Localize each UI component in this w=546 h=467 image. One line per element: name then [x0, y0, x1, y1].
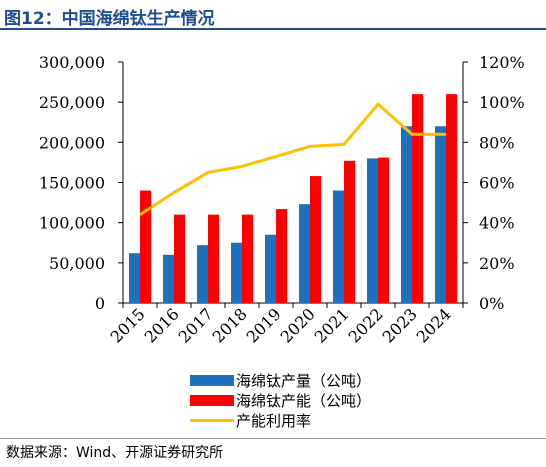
bar-capacity: [310, 176, 321, 303]
y-right-tick-label: 40%: [479, 214, 515, 233]
x-tick-label: 2022: [345, 304, 387, 346]
legend-item-utilization: 产能利用率: [190, 410, 371, 430]
bar-output: [333, 190, 344, 303]
bar-capacity: [344, 160, 355, 303]
title-divider: [0, 28, 546, 30]
x-tick-label: 2017: [175, 304, 217, 346]
bar-output: [197, 245, 208, 303]
x-tick-label: 2023: [379, 304, 421, 346]
bar-capacity: [378, 157, 389, 303]
x-tick-label: 2018: [209, 304, 251, 346]
x-tick-label: 2021: [311, 304, 353, 346]
bar-output: [231, 242, 242, 303]
bar-output: [299, 204, 310, 303]
figure-title: 图12：中国海绵钛生产情况: [4, 9, 215, 29]
legend-swatch-utilization: [190, 418, 234, 422]
legend-swatch-output: [190, 374, 234, 386]
bar-output: [435, 126, 446, 304]
bar-output: [265, 234, 276, 303]
x-tick-label: 2020: [277, 304, 319, 346]
bar-capacity: [242, 214, 253, 303]
x-tick-label: 2024: [413, 304, 455, 346]
y-left-tick-label: 250,000: [39, 93, 105, 112]
bar-output: [163, 254, 174, 303]
x-tick-label: 2015: [107, 304, 149, 346]
y-right-tick-label: 20%: [479, 254, 515, 273]
bar-output: [401, 126, 412, 304]
line-utilization: [139, 102, 446, 216]
y-right-tick-label: 120%: [479, 53, 525, 72]
legend: 海绵钛产量（公吨） 海绵钛产能（公吨） 产能利用率: [190, 370, 371, 430]
y-right-tick-label: 60%: [479, 174, 515, 193]
y-left-tick-label: 50,000: [49, 254, 105, 273]
x-tick-label: 2019: [243, 304, 285, 346]
y-right-tick-label: 0%: [479, 294, 504, 313]
bar-capacity: [174, 214, 185, 303]
bar-capacity: [140, 190, 151, 303]
bar-capacity: [208, 214, 219, 303]
x-tick-label: 2016: [141, 304, 183, 346]
y-left-tick-label: 0: [95, 294, 105, 313]
chart: 0 50,000 100,000 150,000 200,000 250,000 300,0…: [39, 53, 525, 347]
y-right-tick-label: 80%: [479, 133, 515, 152]
y-left-tick-label: 200,000: [39, 133, 105, 152]
y-left-tick-label: 100,000: [39, 214, 105, 233]
legend-item-capacity: 海绵钛产能（公吨）: [190, 390, 371, 410]
bar-output: [367, 158, 378, 303]
legend-label-capacity: 海绵钛产能（公吨）: [236, 391, 372, 410]
legend-swatch-capacity: [190, 394, 234, 406]
bar-capacity: [446, 94, 457, 303]
bar-output: [129, 253, 140, 303]
y-left-tick-label: 300,000: [39, 53, 105, 72]
source-note: 数据来源：Wind、开源证券研究所: [6, 445, 224, 461]
bar-capacity: [412, 94, 423, 303]
source-divider: [0, 438, 546, 439]
bar-capacity: [276, 209, 287, 303]
legend-label-utilization: 产能利用率: [236, 411, 312, 430]
legend-item-output: 海绵钛产量（公吨）: [190, 370, 371, 390]
y-left-tick-label: 150,000: [39, 174, 105, 193]
legend-label-output: 海绵钛产量（公吨）: [236, 371, 372, 390]
y-right-tick-label: 100%: [479, 93, 525, 112]
